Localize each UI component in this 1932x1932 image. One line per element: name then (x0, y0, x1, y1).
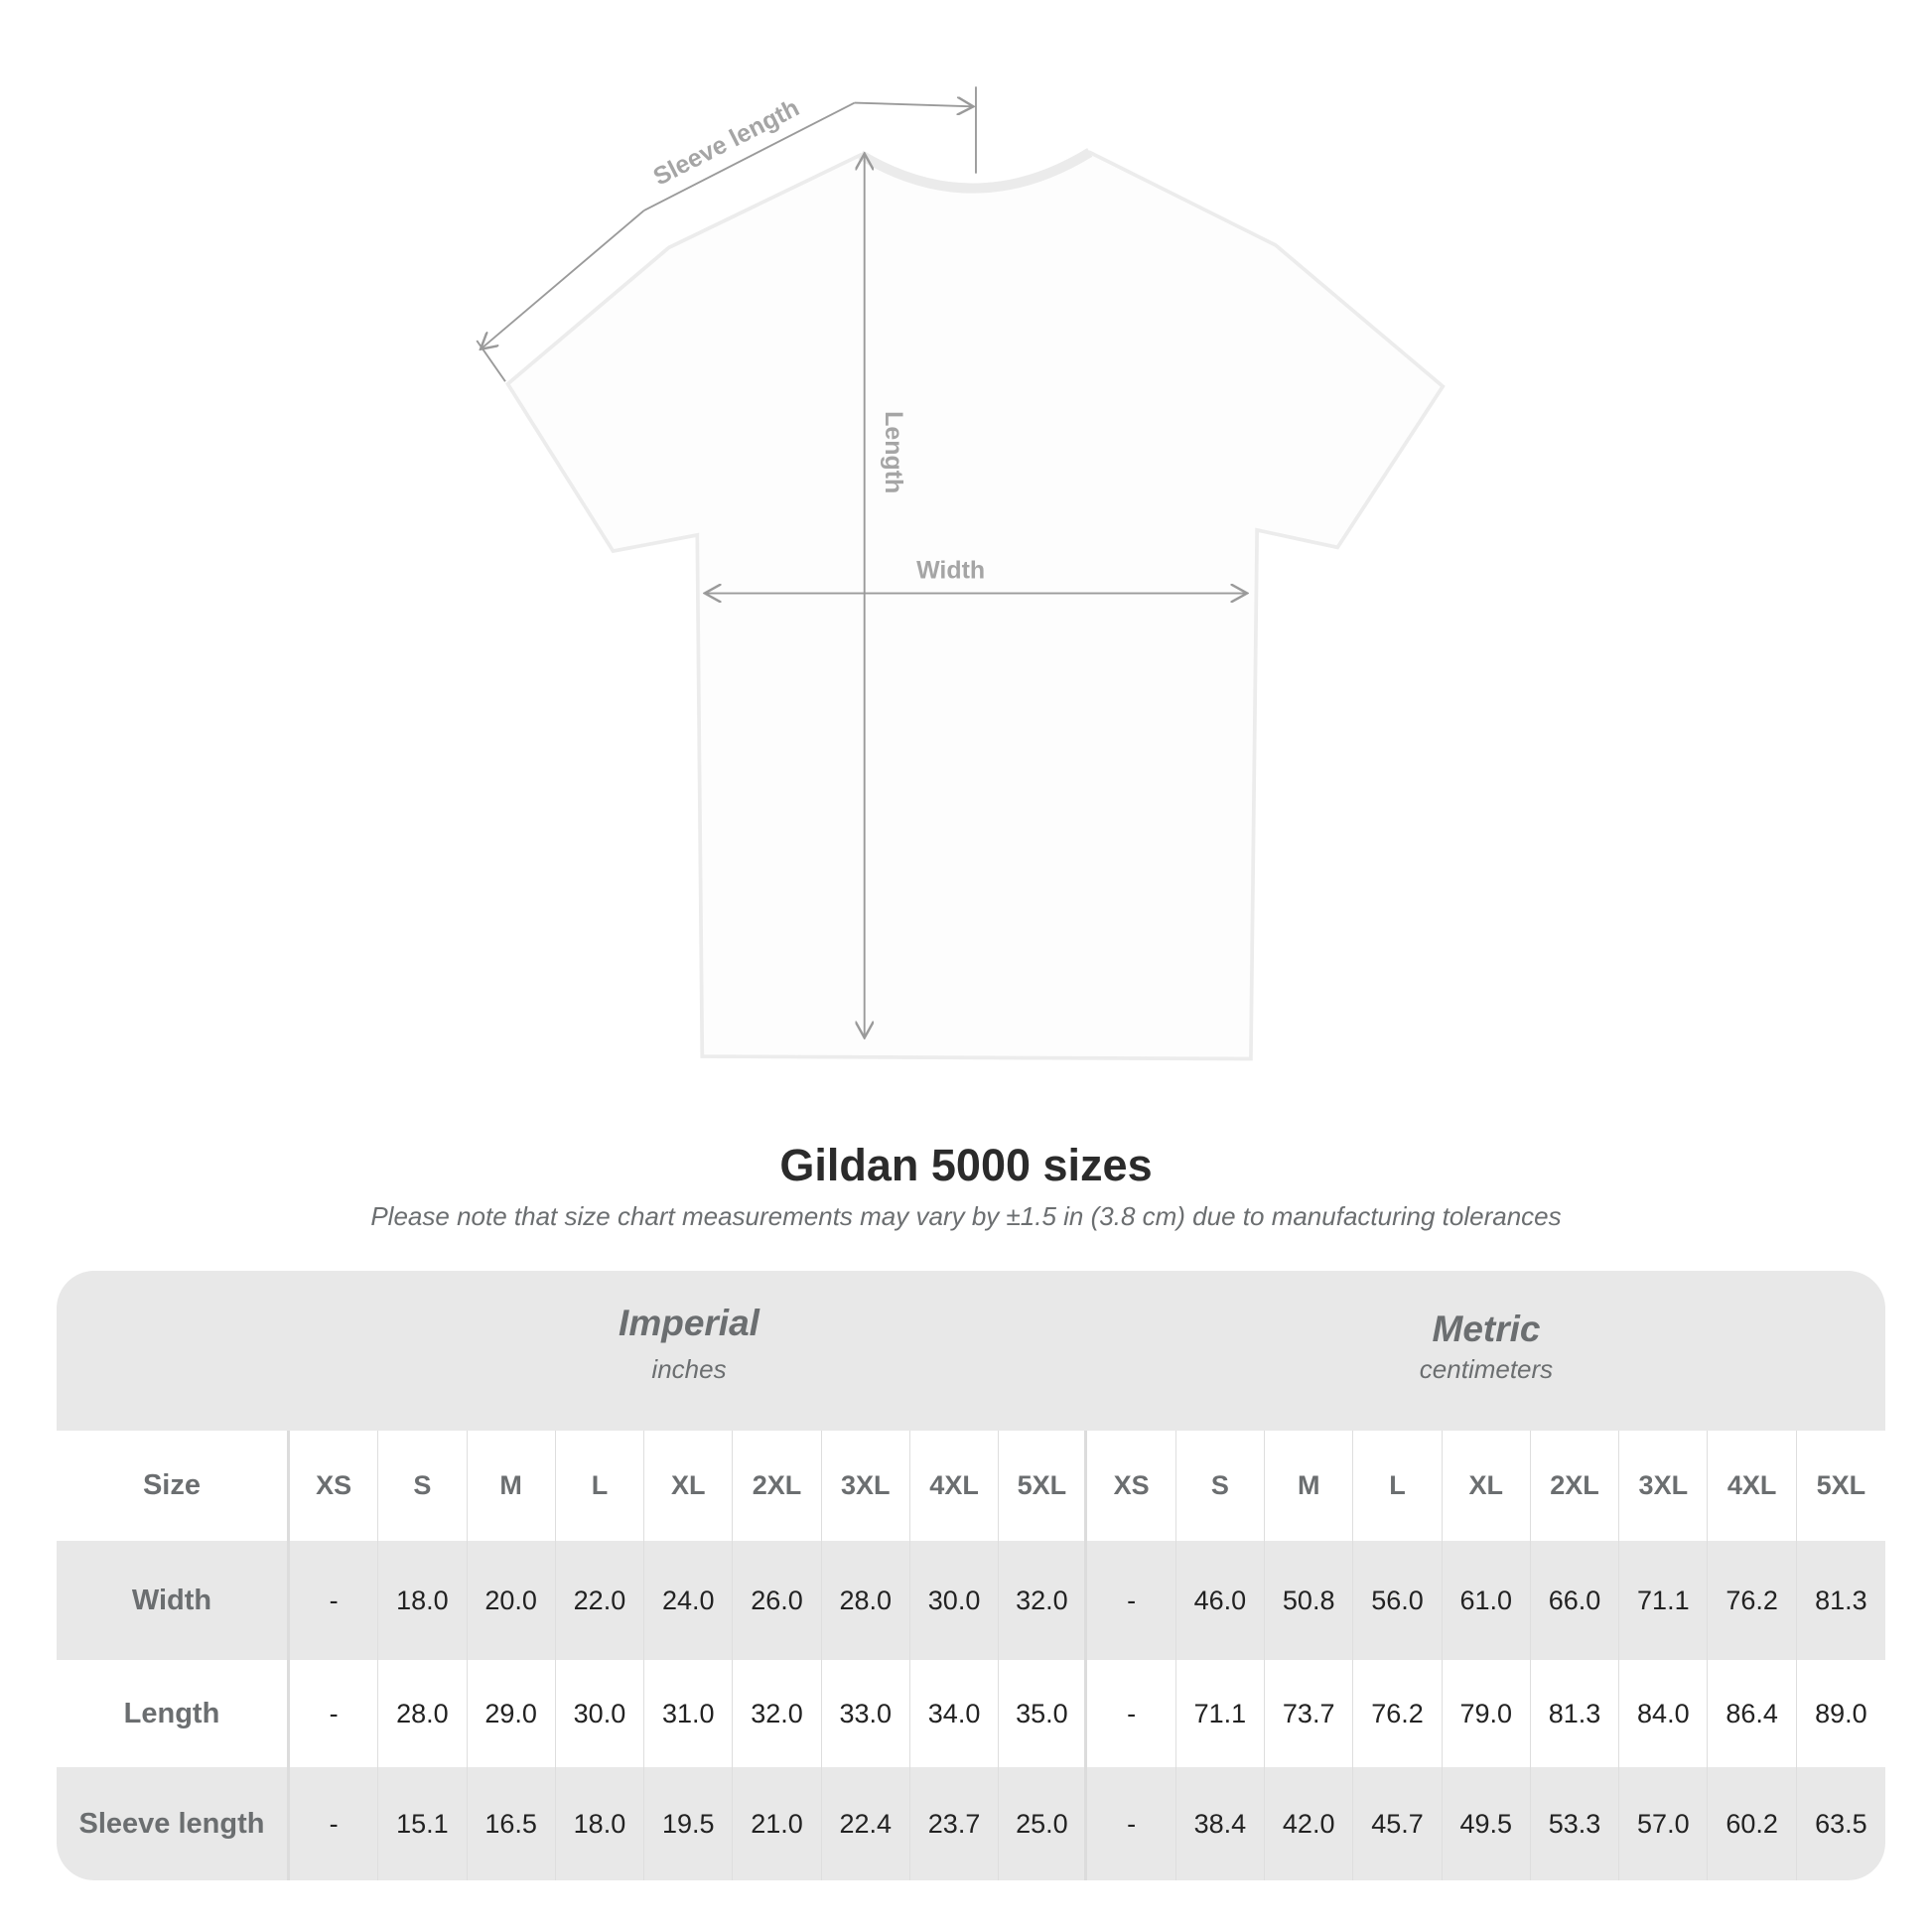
value-cell: - (1087, 1767, 1176, 1880)
value-cell: 50.8 (1265, 1541, 1354, 1660)
size-header-cell: 5XL (999, 1431, 1088, 1541)
imperial-heading: Imperial (619, 1303, 759, 1343)
value-cell: 46.0 (1176, 1541, 1266, 1660)
value-cell: 61.0 (1443, 1541, 1531, 1660)
value-cell: 24.0 (644, 1541, 734, 1660)
value-cell: 86.4 (1708, 1660, 1797, 1767)
size-header-cell: XL (644, 1431, 734, 1541)
value-cell: 16.5 (468, 1767, 556, 1880)
size-header-cell: 2XL (733, 1431, 822, 1541)
size-header-cell: L (556, 1431, 645, 1541)
value-cell: 76.2 (1708, 1541, 1797, 1660)
metric-unit: centimeters (1419, 1354, 1554, 1384)
row-label: Sleeve length (57, 1767, 290, 1880)
value-cell: 28.0 (378, 1660, 468, 1767)
size-header-cell: L (1353, 1431, 1443, 1541)
metric-heading: Metric (1432, 1309, 1541, 1349)
size-header-row: Size XS S M L XL 2XL 3XL 4XL 5XL XS S M L XL 2XL 3XL 4XL 5… (57, 1431, 1885, 1541)
metric-group-header: Metric centimeters (1087, 1271, 1885, 1431)
value-cell: 66.0 (1531, 1541, 1620, 1660)
size-header-cell: XS (1087, 1431, 1176, 1541)
value-cell: 76.2 (1353, 1660, 1443, 1767)
size-header-cell: 3XL (822, 1431, 910, 1541)
value-cell: 18.0 (378, 1541, 468, 1660)
value-cell: 63.5 (1815, 1808, 1867, 1839)
value-cell: 60.2 (1708, 1767, 1797, 1880)
value-cell: 45.7 (1353, 1767, 1443, 1880)
size-table: Imperial inches Metric centimeters Size X… (57, 1271, 1885, 1880)
value-cell: - (1087, 1541, 1176, 1660)
value-cell: 73.7 (1265, 1660, 1354, 1767)
value-cell: 28.0 (822, 1541, 910, 1660)
value-cell: 57.0 (1619, 1767, 1709, 1880)
value-cell: 31.0 (644, 1660, 734, 1767)
page-title: Gildan 5000 sizes (779, 1140, 1153, 1190)
table-row: Sleeve length -15.1 16.5 18.0 19.5 21.0 22.4 23… (57, 1767, 1885, 1880)
value-cell: 33.0 (822, 1660, 910, 1767)
size-header-cell: S (378, 1431, 468, 1541)
sleeve-length-label: Sleeve length (649, 94, 804, 192)
value-cell: 71.1 (1619, 1541, 1709, 1660)
size-header-cell: 5XL (1816, 1470, 1866, 1500)
row-label: Length (57, 1660, 290, 1767)
row-band (57, 1541, 1885, 1660)
sleeve-measure-line (481, 209, 645, 349)
value-cell: - (290, 1767, 379, 1880)
value-cell: 19.5 (644, 1767, 734, 1880)
value-cell: 79.0 (1443, 1660, 1531, 1767)
value-cell: 32.0 (999, 1541, 1088, 1660)
value-cell: 29.0 (468, 1660, 556, 1767)
value-cell: 84.0 (1619, 1660, 1709, 1767)
row-label: Size (57, 1431, 290, 1541)
width-label: Width (916, 557, 985, 585)
value-cell: 42.0 (1265, 1767, 1354, 1880)
header-band (57, 1271, 1885, 1431)
row-label: Width (57, 1541, 290, 1660)
value-cell: 35.0 (999, 1660, 1088, 1767)
value-cell: 38.4 (1176, 1767, 1266, 1880)
imperial-group-header: Imperial inches (290, 1271, 1088, 1431)
size-header-cell: M (468, 1431, 556, 1541)
value-cell: 25.0 (999, 1767, 1088, 1880)
size-header-cell: XS (290, 1431, 379, 1541)
value-cell: 18.0 (556, 1767, 645, 1880)
tolerance-note: Please note that size chart measurements… (370, 1201, 1562, 1231)
value-cell: - (1087, 1660, 1176, 1767)
value-cell: 22.0 (556, 1541, 645, 1660)
value-cell: 30.0 (556, 1660, 645, 1767)
value-cell: 81.3 (1531, 1660, 1620, 1767)
value-cell: - (290, 1660, 379, 1767)
size-header-cell: XL (1443, 1431, 1531, 1541)
value-cell: 22.4 (822, 1767, 910, 1880)
length-label: Length (880, 411, 907, 493)
value-cell: 71.1 (1176, 1660, 1266, 1767)
size-header-cell: 4XL (910, 1431, 1000, 1541)
value-cell: 15.1 (378, 1767, 468, 1880)
value-cell: 49.5 (1443, 1767, 1531, 1880)
size-header-cell: S (1176, 1431, 1266, 1541)
value-cell: 26.0 (733, 1541, 822, 1660)
value-cell: 20.0 (468, 1541, 556, 1660)
value-cell: 32.0 (733, 1660, 822, 1767)
value-cell: 34.0 (910, 1660, 1000, 1767)
value-cell: 89.0 (1815, 1698, 1867, 1728)
imperial-unit: inches (651, 1354, 727, 1384)
size-header-cell: M (1265, 1431, 1354, 1541)
value-cell: - (290, 1541, 379, 1660)
table-row: Length -28.0 29.0 30.0 31.0 32.0 33.0 34.0 35.0-… (57, 1660, 1885, 1767)
tshirt-shape (504, 150, 1446, 1061)
size-header-cell: 4XL (1708, 1431, 1797, 1541)
value-cell: 56.0 (1353, 1541, 1443, 1660)
row-band (57, 1767, 1885, 1880)
value-cell: 23.7 (910, 1767, 1000, 1880)
value-cell: 53.3 (1531, 1767, 1620, 1880)
value-cell: 81.3 (1815, 1585, 1867, 1615)
size-header-cell: 3XL (1619, 1431, 1709, 1541)
table-row: Width -18.0 20.0 22.0 24.0 26.0 28.0 30.0 32.0-4… (57, 1541, 1885, 1660)
value-cell: 21.0 (733, 1767, 822, 1880)
value-cell: 30.0 (910, 1541, 1000, 1660)
size-header-cell: 2XL (1531, 1431, 1620, 1541)
